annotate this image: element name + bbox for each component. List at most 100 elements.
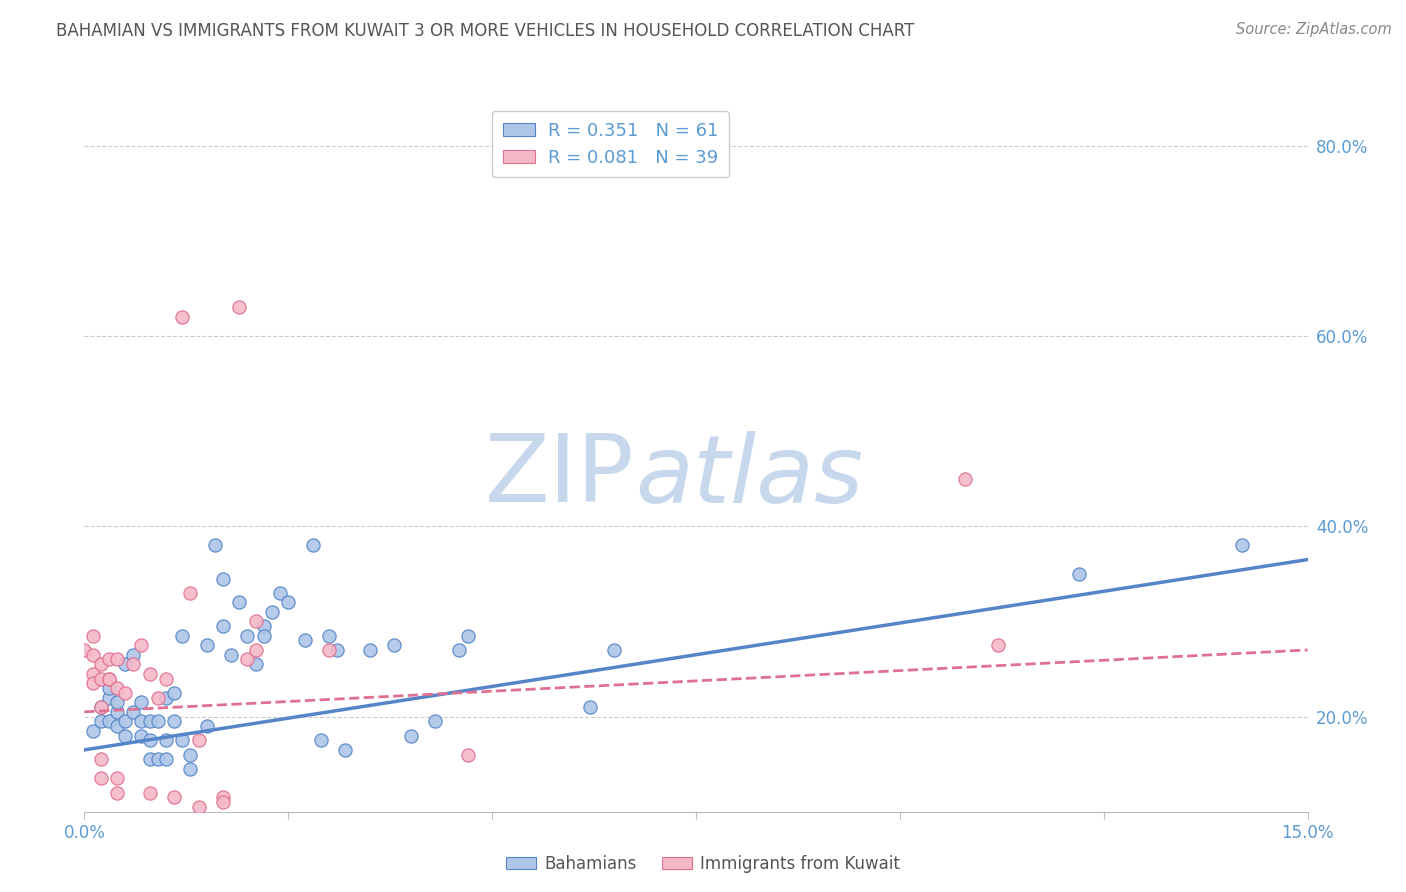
Text: Source: ZipAtlas.com: Source: ZipAtlas.com: [1236, 22, 1392, 37]
Point: [97, 714, 120, 729]
Point: [318, 643, 340, 657]
Point: [228, 595, 250, 609]
Point: [82, 666, 104, 681]
Point: [195, 638, 218, 652]
Text: ZIP: ZIP: [485, 430, 636, 523]
Point: [122, 648, 145, 662]
Point: [399, 729, 422, 743]
Point: [423, 714, 446, 729]
Point: [138, 752, 160, 766]
Point: [172, 629, 194, 643]
Point: [131, 729, 153, 743]
Point: [457, 747, 479, 762]
Point: [335, 743, 357, 757]
Point: [82, 723, 104, 738]
Point: [212, 795, 235, 809]
Point: [73, 643, 96, 657]
Point: [260, 605, 283, 619]
Text: BAHAMIAN VS IMMIGRANTS FROM KUWAIT 3 OR MORE VEHICLES IN HOUSEHOLD CORRELATION C: BAHAMIAN VS IMMIGRANTS FROM KUWAIT 3 OR …: [56, 22, 915, 40]
Point: [97, 652, 120, 666]
Point: [204, 538, 226, 552]
Point: [187, 733, 209, 747]
Point: [359, 643, 381, 657]
Point: [138, 733, 160, 747]
Point: [245, 615, 267, 629]
Point: [212, 572, 235, 586]
Point: [253, 619, 276, 633]
Point: [138, 714, 160, 729]
Point: [212, 619, 235, 633]
Point: [114, 657, 136, 672]
Point: [155, 733, 177, 747]
Point: [301, 538, 323, 552]
Point: [326, 643, 349, 657]
Point: [245, 657, 267, 672]
Point: [236, 629, 259, 643]
Point: [155, 690, 177, 705]
Point: [105, 719, 128, 733]
Point: [579, 700, 602, 714]
Point: [172, 733, 194, 747]
Point: [277, 595, 299, 609]
Point: [105, 705, 128, 719]
Point: [122, 705, 145, 719]
Point: [90, 752, 112, 766]
Point: [122, 657, 145, 672]
Point: [219, 648, 242, 662]
Point: [457, 629, 479, 643]
Point: [1232, 538, 1254, 552]
Point: [179, 762, 201, 776]
Point: [82, 676, 104, 690]
Point: [146, 714, 169, 729]
Point: [179, 747, 201, 762]
Point: [97, 681, 120, 695]
Point: [187, 800, 209, 814]
Point: [163, 790, 186, 805]
Point: [82, 648, 104, 662]
Point: [90, 700, 112, 714]
Point: [155, 672, 177, 686]
Point: [987, 638, 1010, 652]
Point: [138, 786, 160, 800]
Point: [195, 719, 218, 733]
Point: [309, 733, 332, 747]
Point: [82, 629, 104, 643]
Point: [97, 672, 120, 686]
Point: [90, 714, 112, 729]
Point: [953, 472, 976, 486]
Point: [253, 629, 276, 643]
Point: [114, 729, 136, 743]
Point: [97, 672, 120, 686]
Point: [163, 714, 186, 729]
Point: [105, 772, 128, 786]
Point: [90, 657, 112, 672]
Point: [114, 714, 136, 729]
Point: [105, 652, 128, 666]
Point: [138, 666, 160, 681]
Point: [163, 686, 186, 700]
Point: [131, 638, 153, 652]
Point: [245, 643, 267, 657]
Point: [318, 629, 340, 643]
Point: [269, 586, 291, 600]
Point: [236, 652, 259, 666]
Point: [603, 643, 626, 657]
Point: [105, 681, 128, 695]
Point: [294, 633, 316, 648]
Point: [179, 586, 201, 600]
Point: [131, 695, 153, 709]
Point: [146, 690, 169, 705]
Point: [90, 772, 112, 786]
Point: [228, 301, 250, 315]
Point: [212, 790, 235, 805]
Point: [1069, 566, 1091, 581]
Point: [382, 638, 405, 652]
Legend: R = 0.351   N = 61, R = 0.081   N = 39: R = 0.351 N = 61, R = 0.081 N = 39: [492, 111, 728, 178]
Point: [105, 786, 128, 800]
Legend: Bahamians, Immigrants from Kuwait: Bahamians, Immigrants from Kuwait: [499, 848, 907, 880]
Point: [97, 690, 120, 705]
Text: atlas: atlas: [636, 431, 863, 522]
Point: [105, 695, 128, 709]
Point: [146, 752, 169, 766]
Point: [114, 686, 136, 700]
